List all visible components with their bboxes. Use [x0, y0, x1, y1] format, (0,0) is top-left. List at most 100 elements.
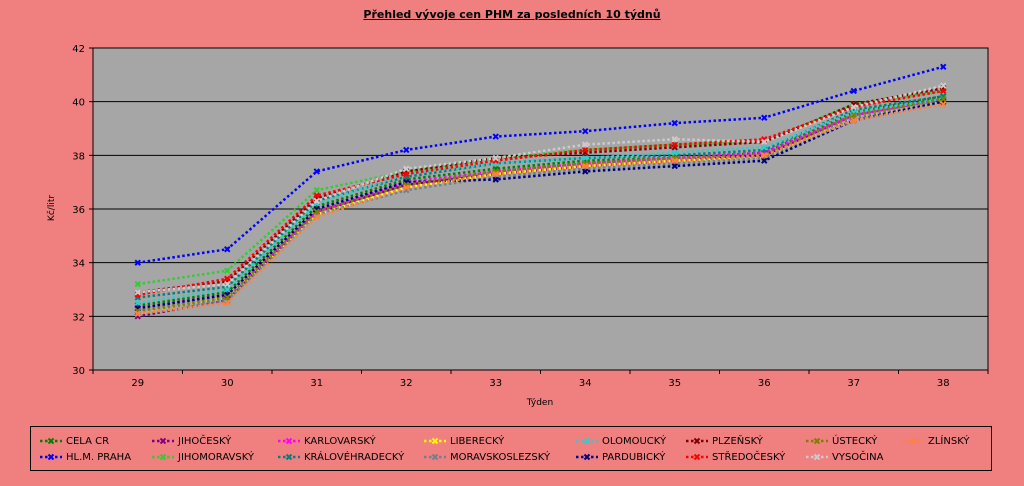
chart-legend: CELA CR HL.M. PRAHA JIHOČESKÝ JIHOMORAVSKÝ K… — [30, 426, 992, 471]
series-point — [224, 275, 231, 282]
y-tick-label: 36 — [72, 205, 85, 216]
series-point — [134, 259, 141, 266]
series-point — [313, 187, 320, 194]
y-tick-label: 42 — [72, 44, 85, 55]
x-tick-label: 36 — [758, 378, 771, 389]
series-point — [134, 299, 141, 307]
legend-item: KRÁLOVÉHRADECKÝ — [277, 450, 404, 464]
legend-item: PLZEŇSKÝ — [685, 434, 763, 448]
legend-label: ÚSTECKÝ — [832, 435, 878, 447]
series-point — [761, 144, 768, 151]
series-point — [671, 119, 678, 127]
legend-swatch-icon — [152, 437, 174, 445]
legend-label: CELA CR — [66, 435, 110, 447]
series-point — [134, 288, 141, 296]
legend-swatch-icon — [424, 437, 446, 445]
series-line — [137, 89, 944, 297]
legend-swatch-icon — [806, 453, 828, 461]
legend-label: MORAVSKOSLEZSKÝ — [450, 451, 551, 463]
legend-item: JIHOČESKÝ — [151, 434, 231, 448]
series-point — [313, 208, 320, 215]
legend-item: OLOMOUCKÝ — [575, 434, 666, 448]
legend-swatch-icon — [424, 453, 446, 461]
legend-label: VYSOČINA — [832, 451, 884, 463]
series-point — [224, 286, 231, 293]
series-point — [761, 138, 768, 146]
x-tick-label: 30 — [221, 378, 234, 389]
legend-swatch-icon — [576, 437, 598, 445]
x-tick-label: 31 — [310, 378, 323, 389]
series-point — [671, 136, 678, 143]
series-point — [224, 299, 231, 307]
x-tick-label: 37 — [847, 378, 860, 389]
series-point — [940, 101, 947, 108]
series-point — [313, 197, 320, 205]
x-tick-label: 32 — [400, 378, 413, 389]
series-point — [313, 192, 320, 199]
legend-label: STŘEDOČESKÝ — [712, 451, 786, 463]
series-line — [137, 97, 944, 305]
series-point — [224, 280, 231, 288]
x-tick-label: 29 — [131, 378, 144, 389]
legend-item: MORAVSKOSLEZSKÝ — [423, 450, 550, 464]
series-point — [671, 162, 678, 170]
series-point — [582, 162, 589, 170]
legend-item: ÚSTECKÝ — [805, 434, 877, 448]
series-point — [850, 103, 857, 111]
series-point — [403, 184, 410, 191]
legend-swatch-icon — [806, 437, 828, 445]
series-point — [134, 310, 141, 317]
series-line — [137, 100, 944, 310]
series-point — [582, 127, 589, 135]
series-point — [492, 176, 499, 183]
series-point — [761, 152, 768, 159]
legend-item: CELA CR — [39, 434, 109, 448]
series-point — [671, 141, 678, 148]
series-point — [492, 133, 499, 140]
x-tick-label: 33 — [489, 378, 502, 389]
legend-label: HL.M. PRAHA — [66, 451, 132, 463]
legend-swatch-icon — [152, 453, 174, 461]
legend-swatch-icon — [686, 453, 708, 461]
legend-swatch-icon — [40, 437, 62, 445]
y-axis-label: Kč/litr — [46, 195, 57, 221]
series-point — [850, 111, 857, 119]
series-point — [224, 267, 231, 274]
legend-swatch-icon — [278, 437, 300, 445]
y-tick-label: 30 — [72, 366, 85, 377]
series-line — [137, 84, 944, 294]
legend-swatch-icon — [576, 453, 598, 461]
chart-title: Přehled vývoje cen PHM za posledních 10 … — [363, 8, 661, 21]
series-point — [582, 141, 589, 148]
series-point — [492, 154, 499, 162]
legend-label: LIBERECKÝ — [450, 435, 505, 447]
series-point — [313, 213, 320, 221]
y-tick-label: 32 — [72, 312, 85, 323]
legend-item: ZLÍNSKÝ — [901, 434, 970, 448]
legend-label: PARDUBICKÝ — [602, 451, 666, 463]
legend-swatch-icon — [278, 453, 300, 461]
y-tick-label: 38 — [72, 151, 85, 162]
series-point — [492, 170, 499, 178]
legend-label: JIHOMORAVSKÝ — [178, 451, 255, 463]
series-point — [671, 149, 678, 156]
series-point — [582, 154, 589, 162]
legend-item: HL.M. PRAHA — [39, 450, 131, 464]
legend-item: PARDUBICKÝ — [575, 450, 665, 464]
series-point — [671, 157, 678, 164]
legend-label: OLOMOUCKÝ — [602, 435, 667, 447]
series-point — [940, 87, 947, 95]
series-point — [761, 157, 768, 164]
series-point — [850, 117, 857, 124]
series-point — [224, 294, 231, 301]
x-tick-label: 35 — [668, 378, 681, 389]
legend-item: LIBERECKÝ — [423, 434, 504, 448]
legend-item: JIHOMORAVSKÝ — [151, 450, 254, 464]
series-point — [582, 146, 589, 154]
series-line — [137, 97, 944, 313]
series-point — [224, 246, 231, 253]
legend-item: VYSOČINA — [805, 450, 883, 464]
series-point — [582, 168, 589, 175]
legend-label: JIHOČESKÝ — [178, 435, 232, 447]
series-point — [134, 280, 141, 288]
